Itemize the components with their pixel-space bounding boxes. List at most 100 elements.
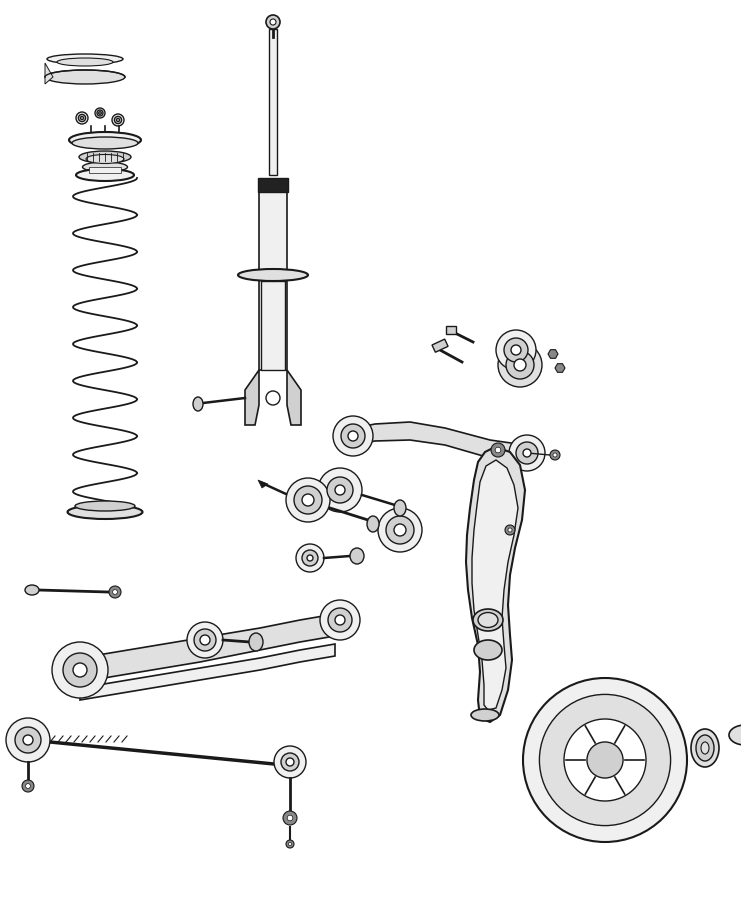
Circle shape	[327, 477, 353, 503]
Circle shape	[509, 435, 545, 471]
Circle shape	[564, 719, 646, 801]
Polygon shape	[466, 447, 525, 722]
Bar	[258, 178, 288, 192]
Polygon shape	[80, 644, 335, 700]
Circle shape	[286, 758, 294, 766]
Ellipse shape	[75, 501, 135, 511]
Circle shape	[6, 718, 50, 762]
Circle shape	[523, 449, 531, 457]
Circle shape	[508, 528, 512, 532]
Circle shape	[491, 443, 505, 457]
Circle shape	[523, 678, 687, 842]
Circle shape	[76, 112, 88, 124]
Ellipse shape	[79, 151, 131, 163]
Ellipse shape	[473, 609, 503, 631]
Circle shape	[63, 653, 97, 687]
Circle shape	[386, 516, 414, 544]
Circle shape	[296, 544, 324, 572]
Ellipse shape	[394, 500, 406, 516]
Circle shape	[73, 663, 87, 677]
Circle shape	[335, 485, 345, 495]
Circle shape	[516, 442, 538, 464]
Circle shape	[335, 615, 345, 625]
Circle shape	[511, 345, 521, 355]
Circle shape	[288, 842, 292, 846]
Circle shape	[283, 811, 297, 825]
Circle shape	[288, 815, 293, 821]
Circle shape	[496, 330, 536, 370]
Circle shape	[498, 343, 542, 387]
Bar	[269, 29, 277, 175]
Ellipse shape	[729, 725, 741, 745]
Circle shape	[266, 15, 280, 29]
Polygon shape	[555, 364, 565, 373]
Bar	[259, 185, 287, 370]
Circle shape	[539, 695, 671, 825]
Circle shape	[114, 116, 122, 123]
Circle shape	[274, 746, 306, 778]
Ellipse shape	[69, 132, 141, 148]
Bar	[432, 339, 448, 352]
Circle shape	[116, 119, 119, 122]
Circle shape	[307, 555, 313, 561]
Circle shape	[506, 351, 534, 379]
Polygon shape	[472, 460, 518, 710]
Ellipse shape	[57, 58, 113, 66]
Circle shape	[504, 338, 528, 362]
Circle shape	[112, 114, 124, 126]
Circle shape	[378, 508, 422, 552]
Circle shape	[194, 629, 216, 651]
Ellipse shape	[72, 137, 138, 149]
Circle shape	[587, 742, 623, 778]
Ellipse shape	[696, 735, 714, 761]
Circle shape	[294, 486, 322, 514]
Circle shape	[286, 840, 294, 848]
Ellipse shape	[82, 162, 127, 172]
Polygon shape	[245, 370, 259, 425]
Ellipse shape	[86, 155, 124, 164]
Circle shape	[187, 622, 223, 658]
Bar	[261, 281, 285, 370]
Bar	[446, 326, 456, 334]
Ellipse shape	[691, 729, 719, 767]
Ellipse shape	[238, 269, 308, 281]
Circle shape	[99, 112, 102, 114]
Circle shape	[286, 478, 330, 522]
Circle shape	[109, 586, 121, 598]
Circle shape	[505, 525, 515, 535]
Circle shape	[52, 642, 108, 698]
Circle shape	[113, 590, 117, 594]
Ellipse shape	[45, 70, 125, 84]
Ellipse shape	[47, 54, 123, 64]
Bar	[89, 167, 121, 173]
Polygon shape	[258, 480, 268, 488]
Circle shape	[79, 114, 86, 122]
Ellipse shape	[478, 613, 498, 627]
Ellipse shape	[701, 742, 709, 754]
Circle shape	[15, 727, 41, 753]
Circle shape	[320, 600, 360, 640]
Circle shape	[333, 416, 373, 456]
Circle shape	[266, 391, 280, 405]
Circle shape	[318, 468, 362, 512]
Ellipse shape	[471, 709, 499, 721]
Circle shape	[553, 453, 557, 457]
Circle shape	[394, 524, 406, 536]
Ellipse shape	[193, 397, 203, 411]
Circle shape	[495, 447, 501, 453]
Polygon shape	[287, 370, 301, 425]
Circle shape	[348, 431, 358, 441]
Circle shape	[22, 780, 34, 792]
Polygon shape	[45, 63, 53, 84]
Polygon shape	[80, 614, 335, 682]
Circle shape	[200, 635, 210, 645]
Circle shape	[81, 116, 84, 120]
Ellipse shape	[249, 633, 263, 651]
Circle shape	[302, 494, 314, 506]
Circle shape	[328, 608, 352, 632]
Circle shape	[270, 19, 276, 25]
Ellipse shape	[350, 548, 364, 564]
Ellipse shape	[474, 640, 502, 660]
Circle shape	[281, 753, 299, 771]
Polygon shape	[548, 350, 558, 358]
